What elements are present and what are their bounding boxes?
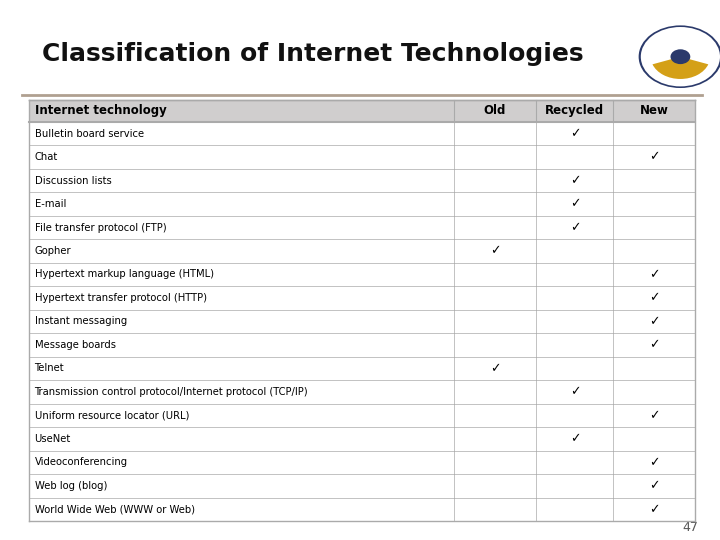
Text: ✓: ✓ (649, 268, 660, 281)
Text: Uniform resource locator (URL): Uniform resource locator (URL) (35, 410, 189, 421)
Text: ✓: ✓ (490, 245, 500, 258)
FancyBboxPatch shape (29, 100, 695, 122)
Wedge shape (652, 57, 708, 79)
Text: Instant messaging: Instant messaging (35, 316, 127, 327)
Text: ✓: ✓ (570, 386, 580, 399)
Text: ✓: ✓ (649, 503, 660, 516)
Text: Transmission control protocol/Internet protocol (TCP/IP): Transmission control protocol/Internet p… (35, 387, 308, 397)
Circle shape (639, 25, 720, 88)
Text: Bulletin board service: Bulletin board service (35, 129, 144, 139)
Text: ✓: ✓ (490, 362, 500, 375)
Text: ✓: ✓ (570, 221, 580, 234)
Text: ✓: ✓ (649, 292, 660, 305)
Text: E-mail: E-mail (35, 199, 66, 209)
Circle shape (670, 49, 690, 64)
Circle shape (641, 27, 720, 86)
Text: Gopher: Gopher (35, 246, 71, 256)
Text: ✓: ✓ (649, 456, 660, 469)
Text: Discussion lists: Discussion lists (35, 176, 112, 186)
Text: Telnet: Telnet (35, 363, 64, 374)
Text: ✓: ✓ (570, 127, 580, 140)
Text: ✓: ✓ (649, 409, 660, 422)
Text: Web log (blog): Web log (blog) (35, 481, 107, 491)
Text: Recycled: Recycled (545, 104, 605, 117)
Text: Message boards: Message boards (35, 340, 115, 350)
Text: New: New (639, 104, 669, 117)
Text: Hypertext markup language (HTML): Hypertext markup language (HTML) (35, 269, 214, 280)
Text: World Wide Web (WWW or Web): World Wide Web (WWW or Web) (35, 504, 194, 515)
Text: Internet technology: Internet technology (35, 104, 166, 117)
Text: 47: 47 (683, 521, 698, 534)
Text: ✓: ✓ (570, 433, 580, 446)
Text: Classification of Internet Technologies: Classification of Internet Technologies (42, 42, 584, 66)
Text: Videoconferencing: Videoconferencing (35, 457, 127, 468)
Text: ✓: ✓ (649, 480, 660, 492)
Text: ✓: ✓ (649, 151, 660, 164)
Text: ✓: ✓ (570, 174, 580, 187)
Text: Chat: Chat (35, 152, 58, 162)
Text: ✓: ✓ (649, 315, 660, 328)
Text: ✓: ✓ (570, 198, 580, 211)
Text: File transfer protocol (FTP): File transfer protocol (FTP) (35, 222, 166, 233)
Text: Old: Old (484, 104, 506, 117)
Text: Hypertext transfer protocol (HTTP): Hypertext transfer protocol (HTTP) (35, 293, 207, 303)
Text: UseNet: UseNet (35, 434, 71, 444)
Text: ✓: ✓ (649, 339, 660, 352)
